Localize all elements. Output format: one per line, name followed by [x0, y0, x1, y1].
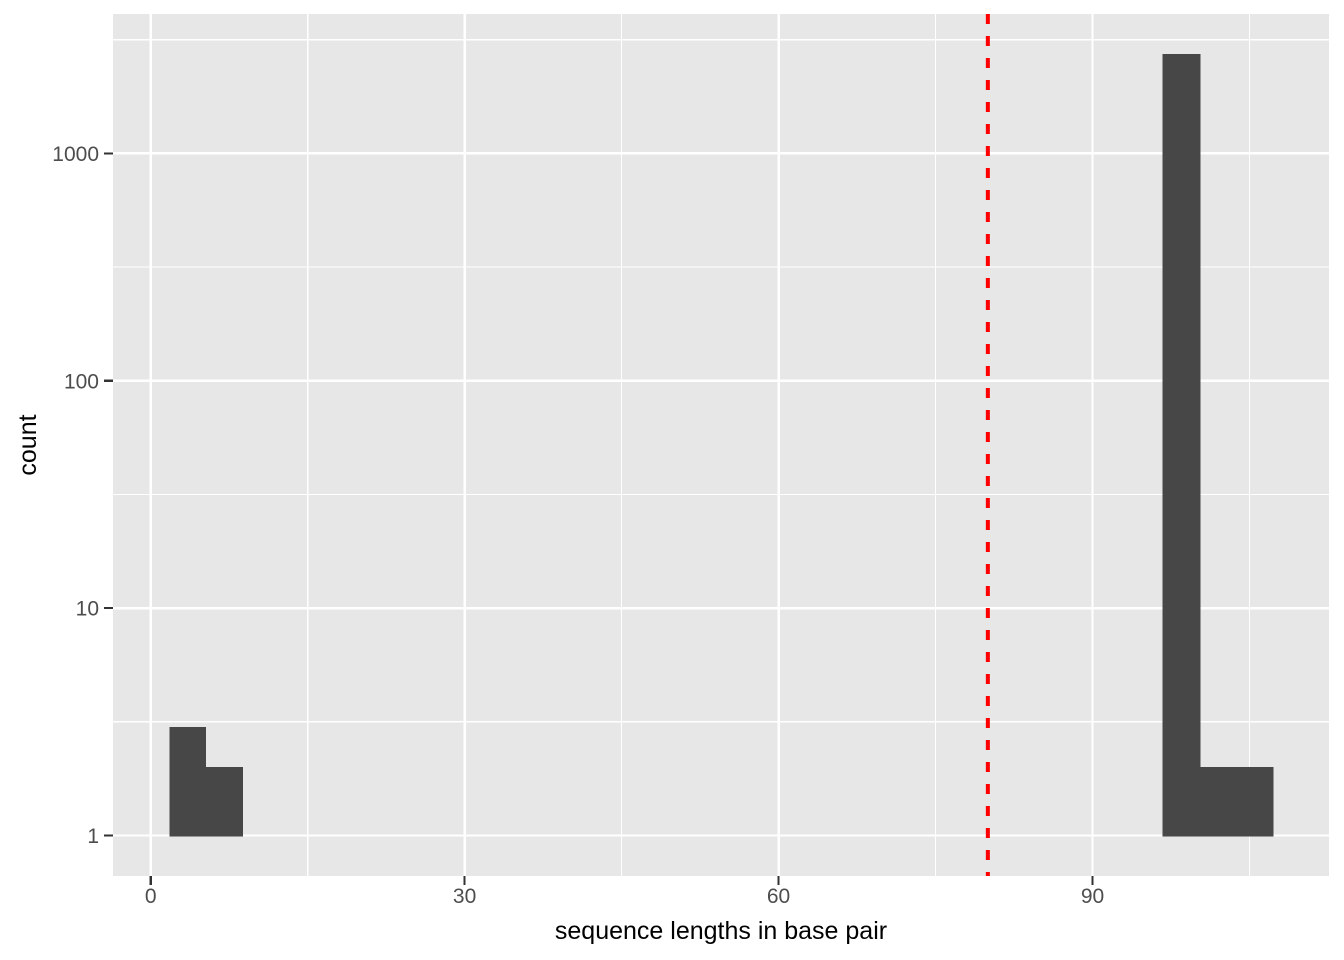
y-tick-label: 100 [64, 370, 99, 393]
y-tick-label: 1000 [52, 143, 99, 166]
histogram-bar [169, 727, 207, 837]
x-tick-label: 60 [767, 885, 790, 908]
histogram-bar [1200, 767, 1237, 837]
plot-panel [113, 14, 1329, 876]
y-axis-title: count [14, 414, 42, 475]
histogram-bar [1236, 767, 1274, 837]
x-axis-ticks: 0 30 60 90 [145, 876, 1104, 908]
histogram-bars [169, 54, 1274, 837]
grid-major-lines [113, 14, 1329, 876]
x-tick-label: 30 [453, 885, 476, 908]
x-tick-label: 90 [1081, 885, 1104, 908]
x-tick-label: 0 [145, 885, 157, 908]
histogram-bar [206, 767, 243, 837]
x-axis-title: sequence lengths in base pair [555, 917, 887, 945]
grid-minor-lines [113, 14, 1329, 876]
y-tick-label: 10 [76, 598, 99, 621]
histogram-bar [1162, 54, 1201, 837]
y-axis-ticks: 1 10 100 1000 [52, 143, 113, 848]
y-tick-label: 1 [87, 825, 99, 848]
